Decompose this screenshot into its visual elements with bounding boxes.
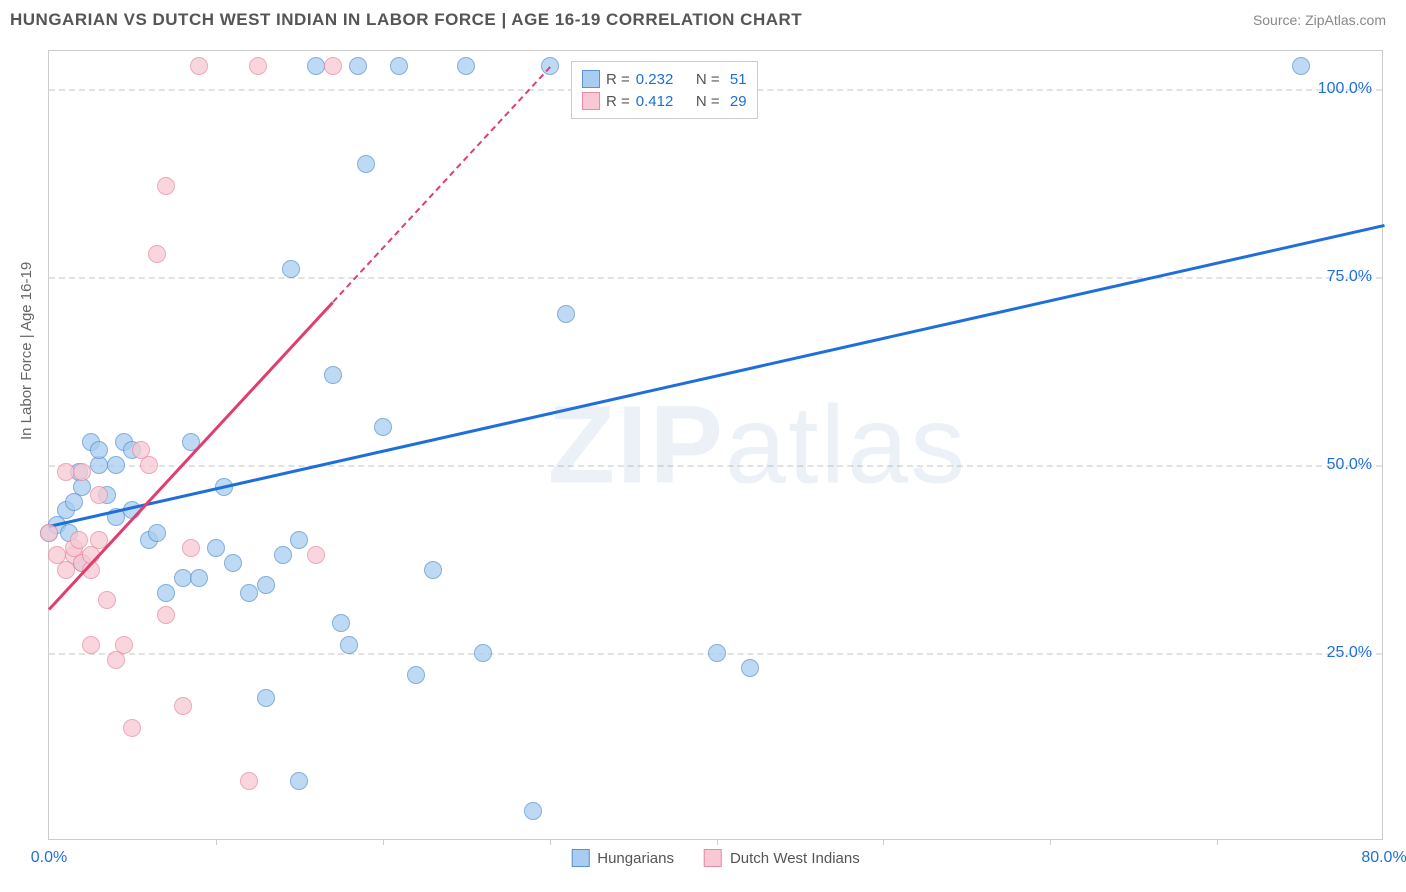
data-point xyxy=(474,644,492,662)
legend-swatch xyxy=(582,70,600,88)
data-point xyxy=(224,554,242,572)
legend-r-value: 0.412 xyxy=(636,93,686,110)
data-point xyxy=(374,418,392,436)
data-point xyxy=(90,441,108,459)
legend-n-value: 51 xyxy=(726,71,747,88)
x-tick-mark xyxy=(717,839,718,845)
data-point xyxy=(182,539,200,557)
x-tick-mark xyxy=(216,839,217,845)
source-attribution: Source: ZipAtlas.com xyxy=(1253,12,1386,28)
data-point xyxy=(174,569,192,587)
data-point xyxy=(708,644,726,662)
data-point xyxy=(424,561,442,579)
data-point xyxy=(307,57,325,75)
data-point xyxy=(741,659,759,677)
data-point xyxy=(274,546,292,564)
y-tick-label: 50.0% xyxy=(1327,456,1372,474)
data-point xyxy=(524,802,542,820)
legend-series-label: Hungarians xyxy=(597,850,674,867)
data-point xyxy=(407,666,425,684)
y-tick-label: 25.0% xyxy=(1327,644,1372,662)
x-tick-mark xyxy=(383,839,384,845)
data-point xyxy=(390,57,408,75)
data-point xyxy=(148,245,166,263)
data-point xyxy=(290,772,308,790)
legend-item: Dutch West Indians xyxy=(704,849,860,867)
x-tick-mark xyxy=(550,839,551,845)
data-point xyxy=(98,591,116,609)
data-point xyxy=(90,486,108,504)
x-tick-label: 0.0% xyxy=(31,849,67,867)
legend-r-label: R = xyxy=(606,93,630,110)
data-point xyxy=(40,524,58,542)
correlation-legend: R = 0.232 N = 51 R = 0.412 N = 29 xyxy=(571,61,758,119)
data-point xyxy=(73,463,91,481)
x-tick-label: 80.0% xyxy=(1361,849,1406,867)
data-point xyxy=(282,260,300,278)
legend-r-label: R = xyxy=(606,71,630,88)
gridline-horizontal xyxy=(49,465,1382,467)
data-point xyxy=(123,719,141,737)
legend-series-label: Dutch West Indians xyxy=(730,850,860,867)
data-point xyxy=(324,366,342,384)
y-tick-label: 100.0% xyxy=(1318,80,1372,98)
chart-plot-area: 25.0%50.0%75.0%100.0%0.0%80.0% ZIPatlas … xyxy=(48,50,1383,840)
data-point xyxy=(307,546,325,564)
x-tick-mark xyxy=(883,839,884,845)
data-point xyxy=(249,57,267,75)
data-point xyxy=(457,57,475,75)
data-point xyxy=(82,636,100,654)
gridline-horizontal xyxy=(49,277,1382,279)
x-tick-mark xyxy=(1050,839,1051,845)
data-point xyxy=(257,689,275,707)
data-point xyxy=(157,177,175,195)
data-point xyxy=(140,456,158,474)
legend-n-value: 29 xyxy=(726,93,747,110)
trend-line xyxy=(49,224,1385,528)
data-point xyxy=(324,57,342,75)
trend-line xyxy=(48,301,334,610)
data-point xyxy=(107,456,125,474)
chart-title: HUNGARIAN VS DUTCH WEST INDIAN IN LABOR … xyxy=(10,10,802,30)
legend-swatch xyxy=(571,849,589,867)
data-point xyxy=(190,57,208,75)
data-point xyxy=(157,606,175,624)
data-point xyxy=(240,772,258,790)
data-point xyxy=(207,539,225,557)
data-point xyxy=(115,636,133,654)
legend-n-label: N = xyxy=(692,93,720,110)
legend-swatch xyxy=(704,849,722,867)
data-point xyxy=(349,57,367,75)
legend-n-label: N = xyxy=(692,71,720,88)
data-point xyxy=(290,531,308,549)
x-tick-mark xyxy=(1217,839,1218,845)
legend-item: Hungarians xyxy=(571,849,674,867)
data-point xyxy=(174,697,192,715)
data-point xyxy=(340,636,358,654)
y-tick-label: 75.0% xyxy=(1327,268,1372,286)
legend-row: R = 0.412 N = 29 xyxy=(582,90,747,112)
data-point xyxy=(240,584,258,602)
data-point xyxy=(148,524,166,542)
data-point xyxy=(57,463,75,481)
data-point xyxy=(190,569,208,587)
data-point xyxy=(332,614,350,632)
data-point xyxy=(157,584,175,602)
legend-swatch xyxy=(582,92,600,110)
data-point xyxy=(557,305,575,323)
data-point xyxy=(357,155,375,173)
y-axis-label: In Labor Force | Age 16-19 xyxy=(18,262,35,440)
legend-row: R = 0.232 N = 51 xyxy=(582,68,747,90)
trend-line xyxy=(332,66,550,302)
data-point xyxy=(257,576,275,594)
legend-r-value: 0.232 xyxy=(636,71,686,88)
data-point xyxy=(1292,57,1310,75)
series-legend: Hungarians Dutch West Indians xyxy=(571,849,860,867)
